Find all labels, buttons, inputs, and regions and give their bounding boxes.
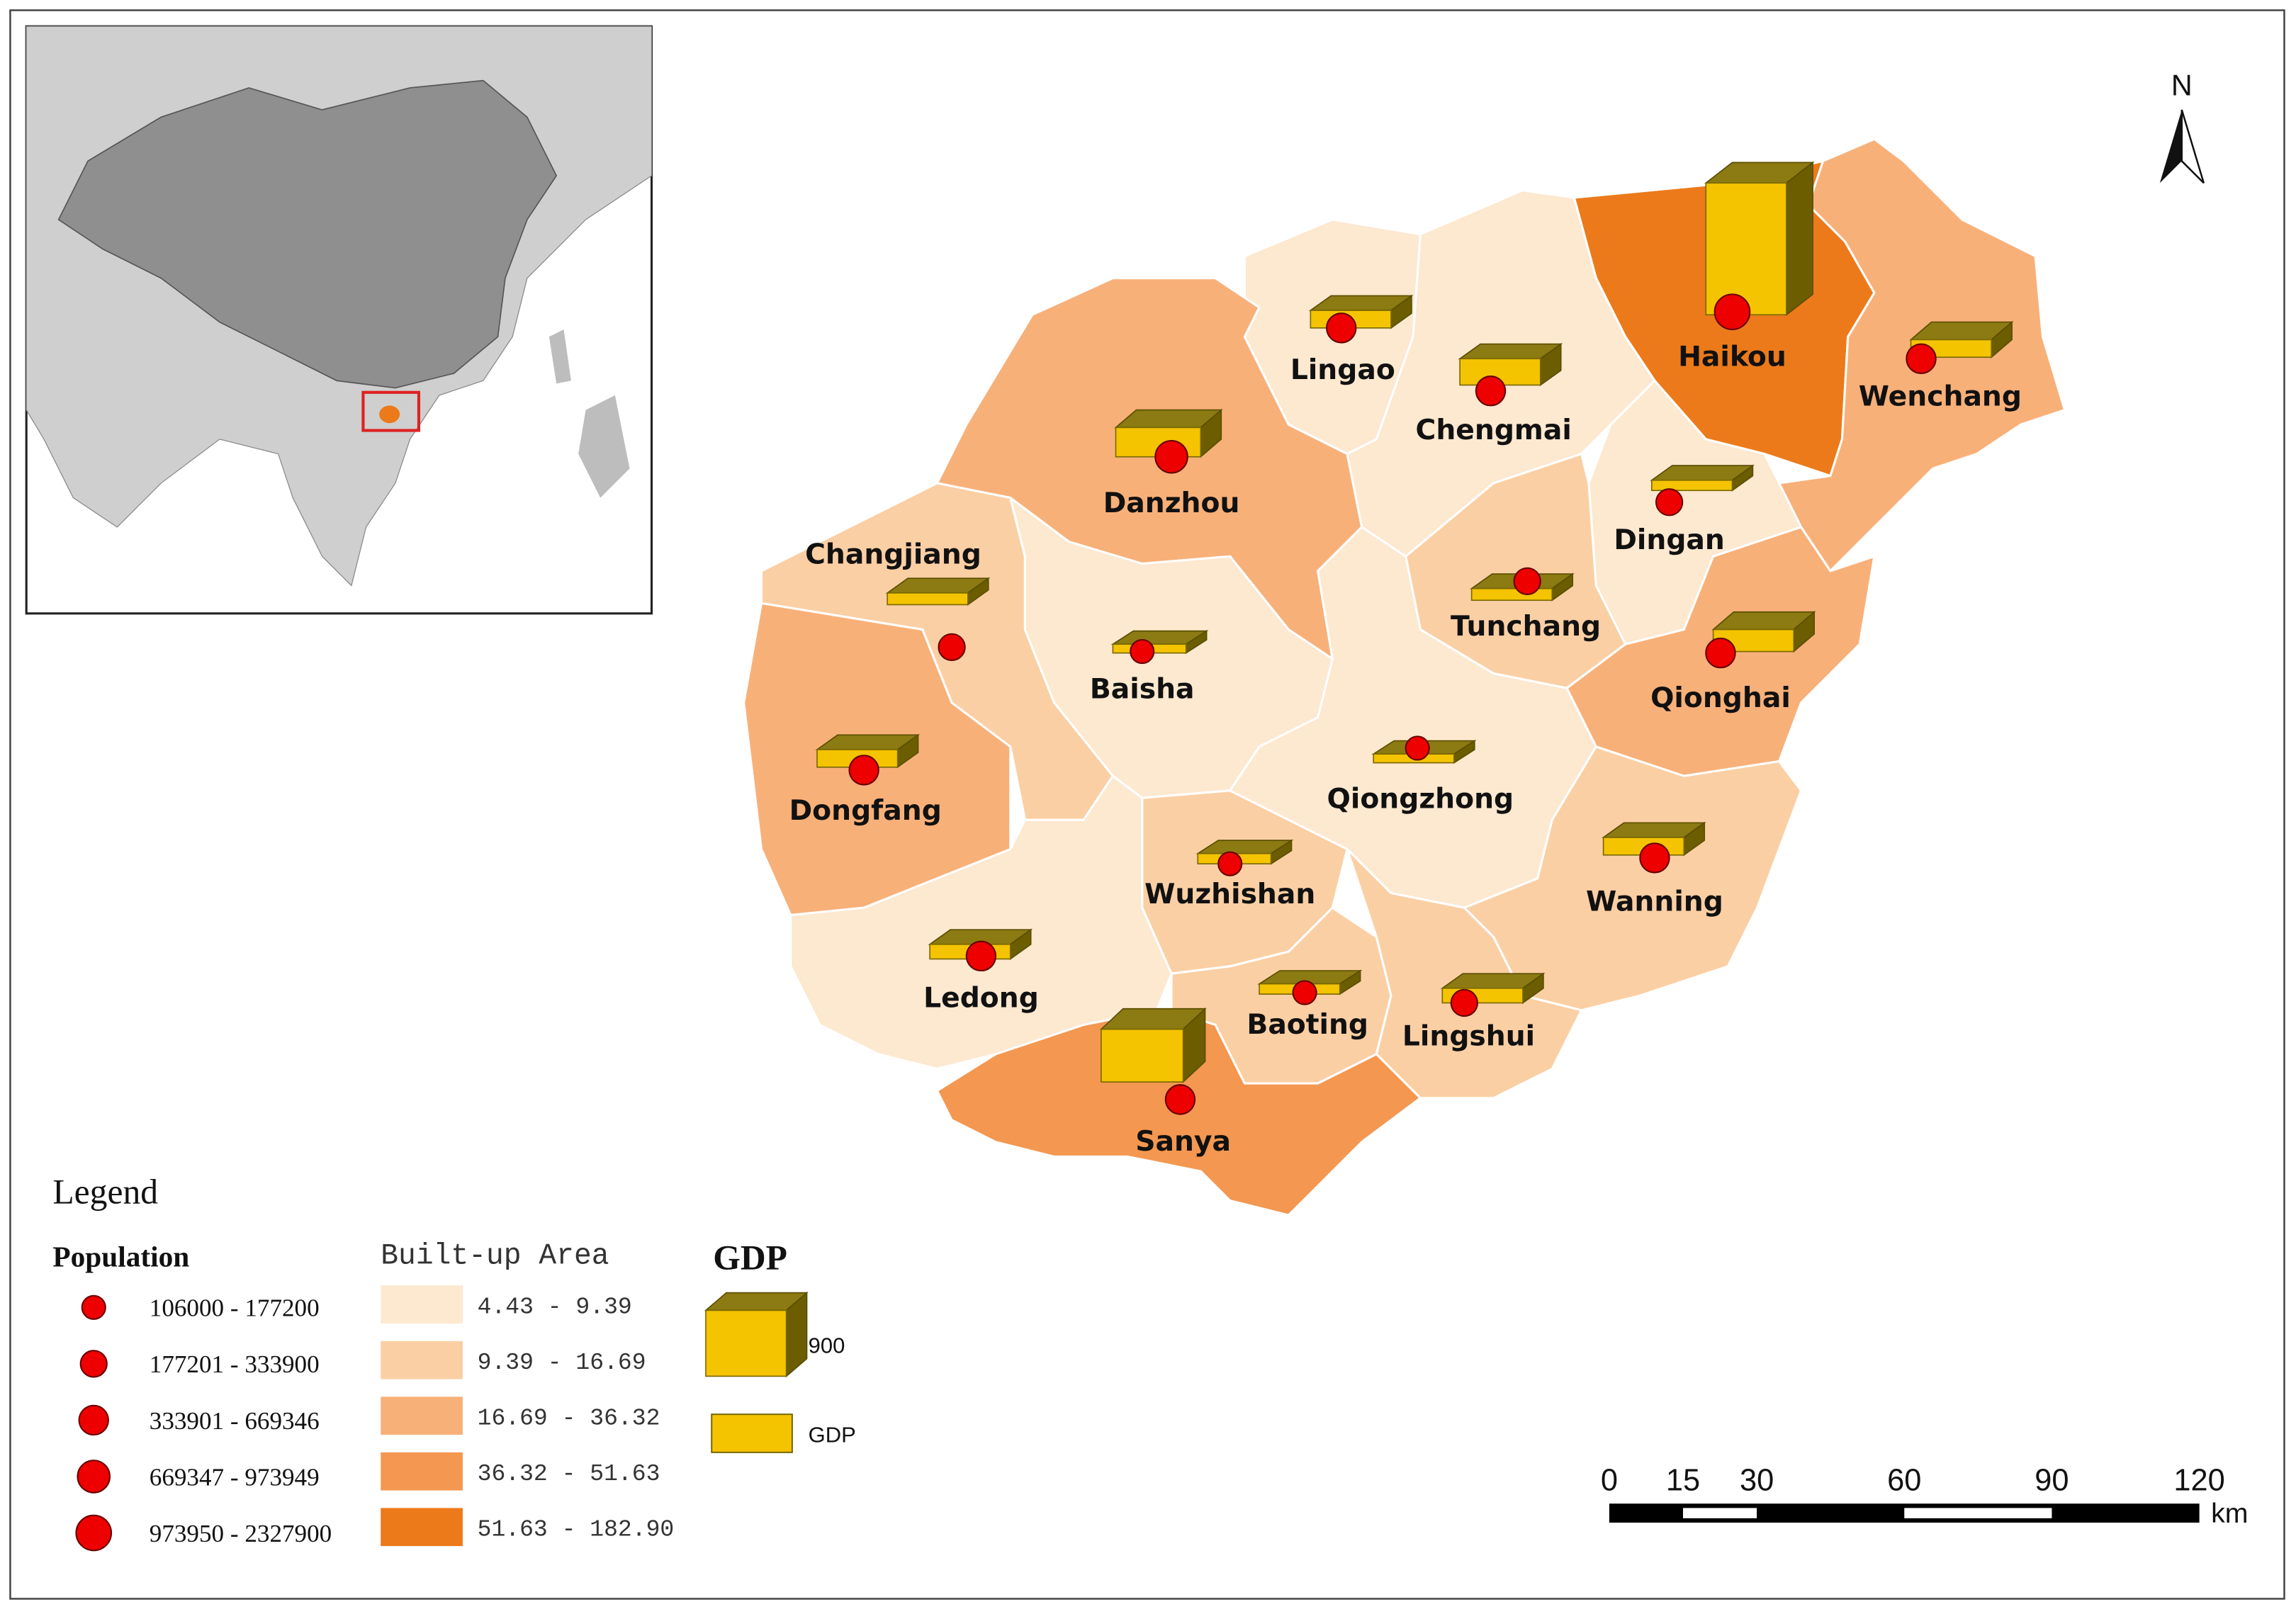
population-dot xyxy=(1450,988,1478,1017)
scale-bar-label: 15 xyxy=(1666,1464,1700,1498)
scale-bar-unit: km xyxy=(2211,1498,2248,1529)
population-dot xyxy=(1154,439,1188,474)
population-dot xyxy=(77,1460,111,1494)
gdp-box-front xyxy=(1705,182,1787,316)
legend: Legend Population Built-up Area GDP 1060… xyxy=(52,1173,856,1552)
city-label: Ledong xyxy=(923,983,1039,1015)
population-dot xyxy=(1655,488,1684,517)
population-title: Population xyxy=(52,1240,189,1272)
population-dot xyxy=(965,940,997,972)
city-label: Tunchang xyxy=(1451,611,1601,643)
built-up-swatch xyxy=(381,1452,463,1491)
region xyxy=(789,774,1173,1071)
population-dot xyxy=(1292,980,1317,1005)
inset-hainan xyxy=(379,405,400,424)
legend-title: Legend xyxy=(52,1173,158,1212)
city-label: Wenchang xyxy=(1859,380,2022,412)
scale-bar-label: 30 xyxy=(1740,1464,1774,1498)
population-dot xyxy=(938,633,966,661)
gdp-box-front xyxy=(1470,587,1553,602)
population-class-label: 106000 - 177200 xyxy=(150,1294,320,1322)
population-dot xyxy=(1164,1084,1196,1115)
built-up-swatch xyxy=(381,1396,463,1435)
scale-bar-segment xyxy=(1682,1508,1757,1518)
city-label: Changjiang xyxy=(805,539,981,571)
population-dot xyxy=(1217,851,1243,876)
north-label: N xyxy=(2171,69,2193,101)
population-dot xyxy=(75,1514,113,1552)
built-up-swatch xyxy=(381,1508,463,1547)
city-label: Baisha xyxy=(1090,674,1195,706)
population-dot xyxy=(1326,312,1357,344)
built-up-class-label: 36.32 - 51.63 xyxy=(478,1460,660,1487)
population-dot xyxy=(81,1294,106,1320)
population-dot xyxy=(1513,567,1541,595)
gdp-box-front xyxy=(1101,1028,1184,1083)
north-arrow-right xyxy=(2180,109,2205,184)
population-class-label: 333901 - 669346 xyxy=(150,1407,320,1435)
gdp-reference-label: 900 xyxy=(809,1333,845,1358)
population-dot xyxy=(1475,376,1507,407)
gdp-item-label: GDP xyxy=(809,1422,856,1447)
population-class-label: 973950 - 2327900 xyxy=(150,1520,332,1547)
population-dot xyxy=(78,1404,109,1436)
city-symbols: Haikou Wenchang Lingao Chengmai Danzhou Dinga… xyxy=(789,161,2022,1158)
city-label: Danzhou xyxy=(1103,487,1240,519)
population-class-label: 669347 - 973949 xyxy=(150,1463,320,1491)
city-label: Qiongzhong xyxy=(1327,784,1514,816)
gdp-box-front xyxy=(887,592,969,606)
city-label: Qionghai xyxy=(1650,682,1791,714)
population-dot xyxy=(1405,735,1430,761)
scale-bar-label: 120 xyxy=(2173,1464,2224,1498)
built-up-swatch xyxy=(381,1341,463,1379)
built-up-swatch xyxy=(381,1285,463,1324)
gdp-box-front xyxy=(705,1309,787,1377)
gdp-box-front xyxy=(1650,479,1733,492)
city-label: Wuzhishan xyxy=(1144,879,1315,910)
city-label: Sanya xyxy=(1135,1126,1231,1158)
inset-map xyxy=(25,25,653,615)
city-label: Dongfang xyxy=(789,795,942,827)
built-up-class-label: 4.43 - 9.39 xyxy=(478,1294,632,1321)
region xyxy=(1463,745,1803,1012)
population-dot xyxy=(1713,293,1751,330)
city-label: Baoting xyxy=(1247,1009,1368,1041)
inset-island xyxy=(548,329,571,384)
gdp-item-swatch xyxy=(711,1413,793,1453)
city-label: Lingshui xyxy=(1402,1020,1535,1052)
gdp-box-side xyxy=(1786,161,1813,316)
population-dot xyxy=(1639,842,1670,874)
scale-bar-segment xyxy=(1904,1508,2052,1518)
gdp-title: GDP xyxy=(713,1238,787,1277)
population-dot xyxy=(79,1350,108,1378)
population-dot xyxy=(1705,637,1736,669)
population-class-label: 177201 - 333900 xyxy=(150,1350,320,1378)
built-up-class-label: 51.63 - 182.90 xyxy=(478,1516,675,1543)
inset-highlight xyxy=(361,390,421,432)
built-up-title: Built-up Area xyxy=(381,1240,609,1272)
city-label: Dingan xyxy=(1614,524,1725,556)
scale-bar-label: 90 xyxy=(2035,1464,2069,1498)
inset-island xyxy=(578,395,630,498)
built-up-class-label: 9.39 - 16.69 xyxy=(478,1349,646,1376)
scale-bar-label: 0 xyxy=(1601,1464,1618,1498)
city-label: Chengmai xyxy=(1416,414,1572,446)
population-dot xyxy=(848,755,879,786)
population-dot xyxy=(1130,638,1155,665)
city-label: Haikou xyxy=(1678,342,1786,373)
population-dot xyxy=(1906,343,1937,374)
city-label: Wanning xyxy=(1586,886,1723,918)
city-label: Lingao xyxy=(1290,354,1395,386)
scale-bar-label: 60 xyxy=(1887,1464,1921,1498)
inset-china xyxy=(57,79,558,389)
built-up-class-label: 16.69 - 36.32 xyxy=(478,1405,660,1432)
